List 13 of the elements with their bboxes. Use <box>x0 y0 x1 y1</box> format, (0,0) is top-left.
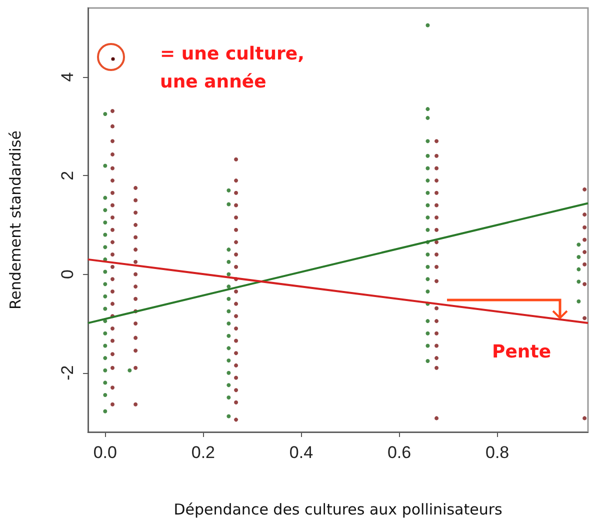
y-tick-label: 2 <box>58 170 77 180</box>
x-tick-label: 0.4 <box>289 443 314 462</box>
x-tick-label: 0.0 <box>93 443 117 462</box>
annotation: Pente <box>492 342 552 362</box>
y-tick-label: -2 <box>58 365 77 380</box>
x-tick-label: 0.8 <box>485 443 510 462</box>
y-tick-label: 4 <box>58 72 77 82</box>
y-axis-title: Rendement standardisé <box>6 130 24 310</box>
x-axis-title: Dépendance des cultures aux pollinisateurs <box>174 500 502 518</box>
x-tick-label: 0.6 <box>387 443 412 462</box>
annotation: = une culture, une année <box>160 44 311 92</box>
x-tick-label: 0.2 <box>191 443 216 462</box>
y-tick-label: 0 <box>58 270 77 279</box>
